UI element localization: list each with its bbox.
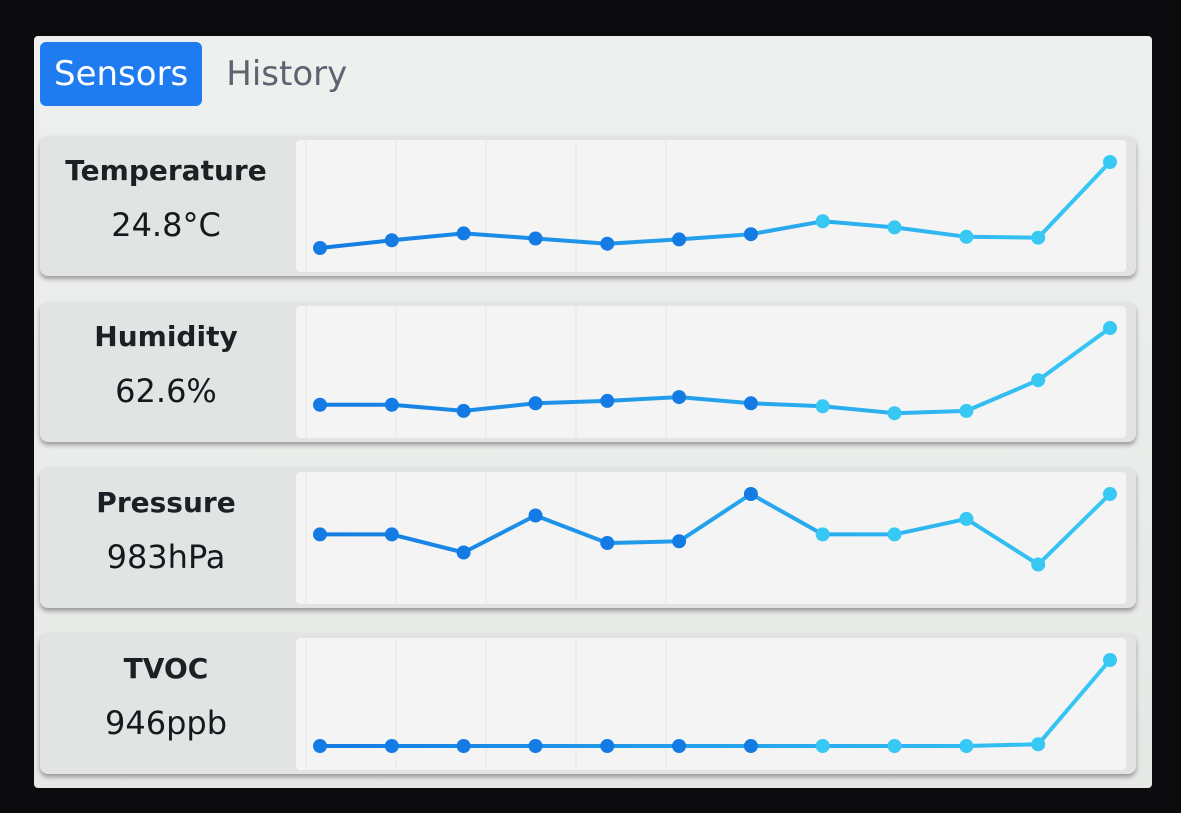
data-point: [456, 226, 471, 241]
data-point: [887, 220, 902, 235]
series-line: [318, 326, 1112, 416]
sensor-label: Humidity: [94, 320, 238, 353]
tab-history[interactable]: History: [226, 54, 348, 94]
data-point: [959, 403, 974, 418]
sensor-card-pressure: Pressure 983hPa: [40, 468, 1136, 608]
data-point: [1103, 487, 1117, 501]
data-point: [743, 487, 758, 501]
data-point: [528, 508, 543, 523]
data-point: [313, 397, 327, 412]
data-point: [815, 399, 830, 414]
sensor-value: 24.8°C: [111, 206, 221, 244]
sensor-value: 946ppb: [104, 704, 227, 742]
data-point: [528, 396, 543, 411]
data-point: [384, 739, 399, 753]
sensor-value: 62.6%: [115, 372, 217, 410]
data-point: [384, 527, 399, 542]
data-point: [1031, 373, 1046, 388]
tab-bar: Sensors History: [40, 42, 361, 106]
humidity-sparkline-chart: [296, 306, 1126, 438]
data-point: [887, 527, 902, 542]
data-point: [1031, 230, 1046, 245]
sensor-label: Pressure: [96, 486, 236, 519]
temperature-sparkline-chart: [296, 140, 1126, 272]
data-point: [959, 739, 974, 753]
data-point: [743, 739, 758, 753]
data-point: [313, 527, 327, 542]
plot-area: [296, 638, 1126, 770]
data-point: [672, 534, 687, 549]
data-point: [672, 232, 687, 247]
sensor-value: 983hPa: [106, 538, 226, 576]
data-point: [456, 739, 471, 753]
data-point: [1103, 155, 1117, 169]
data-point: [384, 233, 399, 248]
data-point: [672, 390, 687, 405]
data-point: [959, 229, 974, 244]
data-point: [815, 739, 830, 753]
data-point: [887, 739, 902, 753]
data-point: [1103, 653, 1117, 667]
sensor-card-humidity: Humidity 62.6%: [40, 302, 1136, 442]
data-point: [600, 536, 615, 550]
data-point: [600, 236, 615, 251]
series-line: [318, 160, 1112, 250]
data-point: [1031, 557, 1046, 572]
data-point: [815, 527, 830, 542]
data-point: [528, 231, 543, 246]
pressure-sparkline-chart: [296, 472, 1126, 604]
sensor-card-tvoc: TVOC 946ppb: [40, 634, 1136, 774]
tab-sensors[interactable]: Sensors: [40, 42, 203, 106]
sensor-label: Temperature: [65, 154, 267, 187]
data-point: [1103, 321, 1117, 335]
data-point: [600, 739, 615, 753]
data-point: [743, 396, 758, 411]
data-point: [456, 403, 471, 418]
plot-area: [296, 306, 1126, 438]
plot-area: [296, 140, 1126, 272]
series-line: [318, 492, 1112, 567]
data-point: [887, 406, 902, 421]
sensor-dashboard-screen: Sensors History Temperature 24.8°C Humid…: [34, 36, 1152, 788]
sensor-label: TVOC: [123, 652, 209, 685]
data-point: [528, 739, 543, 753]
plot-area: [296, 472, 1126, 604]
sensor-card-temperature: Temperature 24.8°C: [40, 136, 1136, 276]
data-point: [313, 241, 327, 255]
tvoc-sparkline-chart: [296, 638, 1126, 770]
data-point: [313, 739, 327, 753]
data-point: [600, 393, 615, 408]
data-point: [743, 227, 758, 242]
data-point: [384, 397, 399, 412]
series-line: [318, 658, 1112, 748]
data-point: [959, 511, 974, 526]
data-point: [1031, 737, 1046, 752]
data-point: [815, 214, 830, 229]
data-point: [672, 739, 687, 753]
data-point: [456, 545, 471, 560]
